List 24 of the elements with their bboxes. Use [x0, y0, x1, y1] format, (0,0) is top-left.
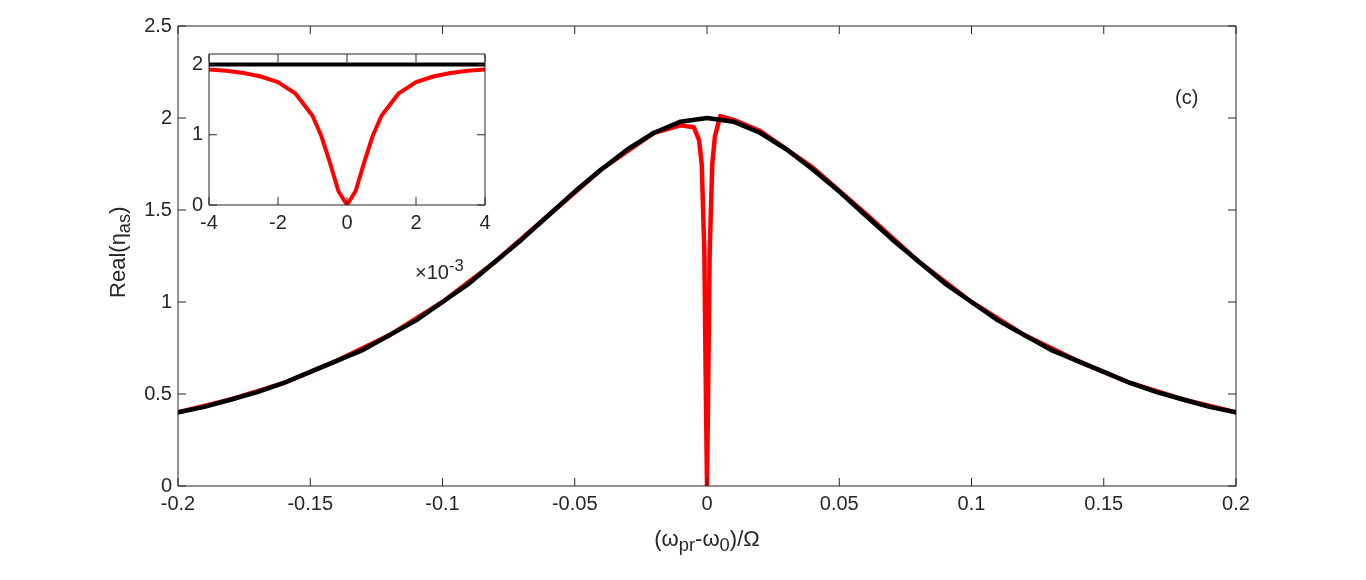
x-tick-label: 0 [701, 491, 713, 514]
y-tick-label: 2.5 [144, 13, 172, 36]
x-tick-label: -2 [269, 210, 287, 233]
y-tick-label: 1.5 [144, 197, 172, 220]
x-axis-title: (ω$_{pr}$-ω$_{0}$)/Ω [653, 526, 761, 557]
x-tick-label: 0.15 [1084, 491, 1124, 514]
y-tick-label: 0.5 [144, 381, 172, 404]
y-tick-label: 2 [191, 52, 203, 75]
y-tick-label: 0 [191, 192, 203, 215]
x-tick-label: 0.1 [957, 491, 986, 514]
x-tick-label: 4 [479, 210, 491, 233]
x-tick-label: 0.2 [1222, 491, 1250, 514]
annotation: ×10$^{-3}$ [415, 256, 464, 284]
y-tick-label: 1 [160, 289, 172, 312]
y-tick-label: 2 [160, 105, 172, 128]
x-tick-label: 0.05 [819, 491, 859, 514]
x-tick-label: 2 [410, 210, 422, 233]
x-tick-label: -0.05 [551, 491, 598, 514]
annotation: (c) [1175, 86, 1199, 109]
x-tick-label: -0.1 [425, 491, 460, 514]
x-tick-label: -0.15 [287, 491, 334, 514]
x-tick-label: -4 [200, 210, 218, 233]
x-tick-label: 0 [341, 210, 353, 233]
y-tick-label: 1 [191, 122, 203, 145]
